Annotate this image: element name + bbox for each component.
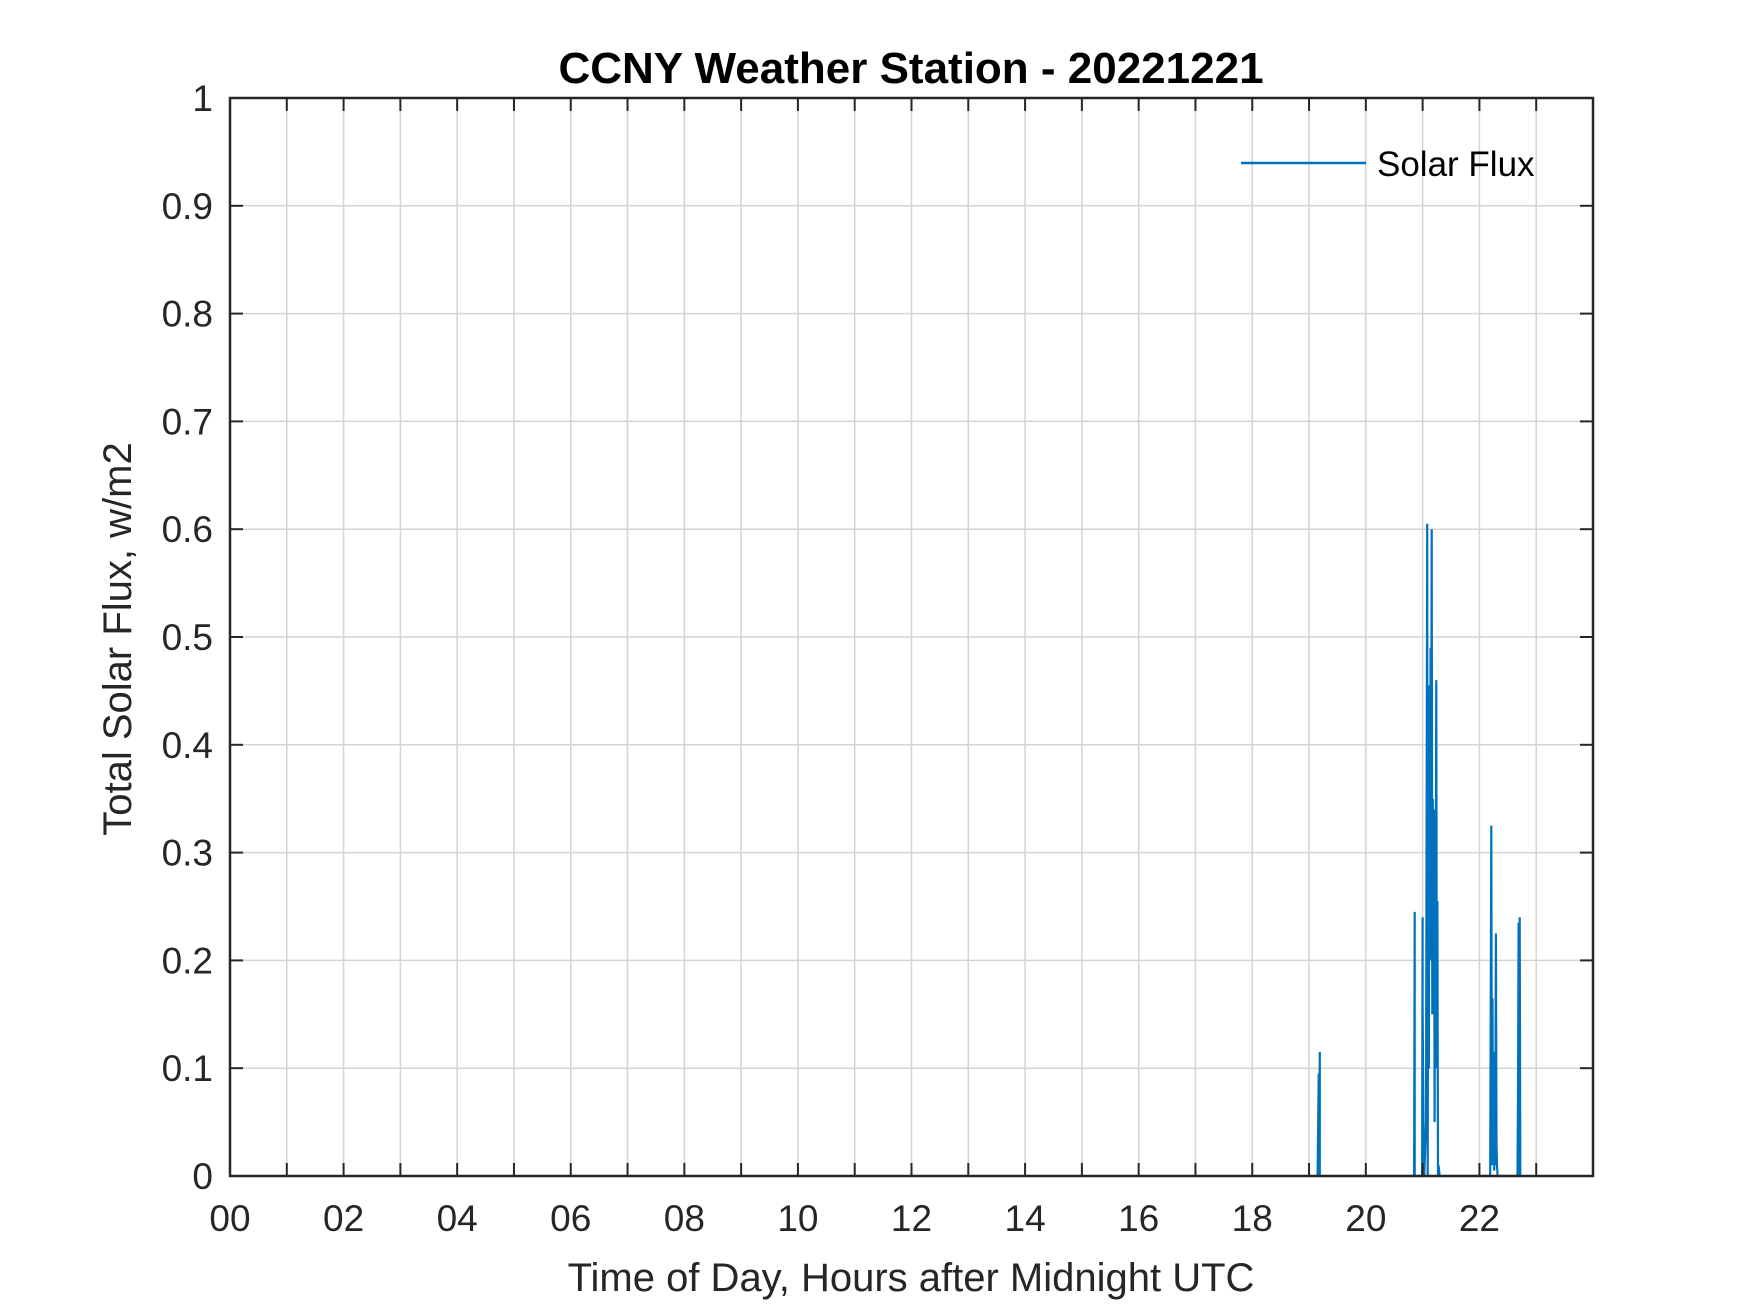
x-axis-label: Time of Day, Hours after Midnight UTC [568,1256,1255,1300]
x-tick-label: 04 [437,1198,478,1239]
x-tick-label: 14 [1005,1198,1046,1239]
x-tick-label: 00 [209,1198,250,1239]
y-axis-label: Total Solar Flux, w/m2 [96,442,140,835]
y-tick-label: 0.1 [162,1048,213,1089]
x-tick-label: 22 [1459,1198,1500,1239]
y-tick-label: 0.7 [162,401,213,442]
legend: Solar Flux [1241,145,1535,184]
y-tick-label: 0.5 [162,617,213,658]
tick-marks [229,97,1593,1177]
series-layer [1316,523,1522,1178]
y-tick-label: 0.2 [162,940,213,981]
x-tick-label: 06 [550,1198,591,1239]
x-tick-label: 20 [1345,1198,1386,1239]
series-line-0 [1316,523,1522,1178]
x-tick-label: 12 [891,1198,932,1239]
chart-title: CCNY Weather Station - 20221221 [558,44,1263,93]
y-tick-label: 0.4 [162,725,213,766]
legend-label-solar-flux: Solar Flux [1377,145,1535,184]
grid-lines [230,98,1593,1176]
y-tick-label: 0.9 [162,186,213,227]
x-tick-label: 02 [323,1198,364,1239]
y-tick-label: 0.6 [162,509,213,550]
x-tick-label: 08 [664,1198,705,1239]
y-tick-label: 0.3 [162,833,213,874]
y-tick-label: 0.8 [162,294,213,335]
x-tick-label: 18 [1232,1198,1273,1239]
y-tick-label: 0 [192,1156,213,1197]
y-tick-label: 1 [192,78,213,119]
x-tick-label: 10 [777,1198,818,1239]
tick-labels: 00 02 04 06 08 10 12 14 16 18 20 22 0 0.1 0.2 0.3 0.4 0.5… [162,78,1500,1239]
x-tick-label: 16 [1118,1198,1159,1239]
